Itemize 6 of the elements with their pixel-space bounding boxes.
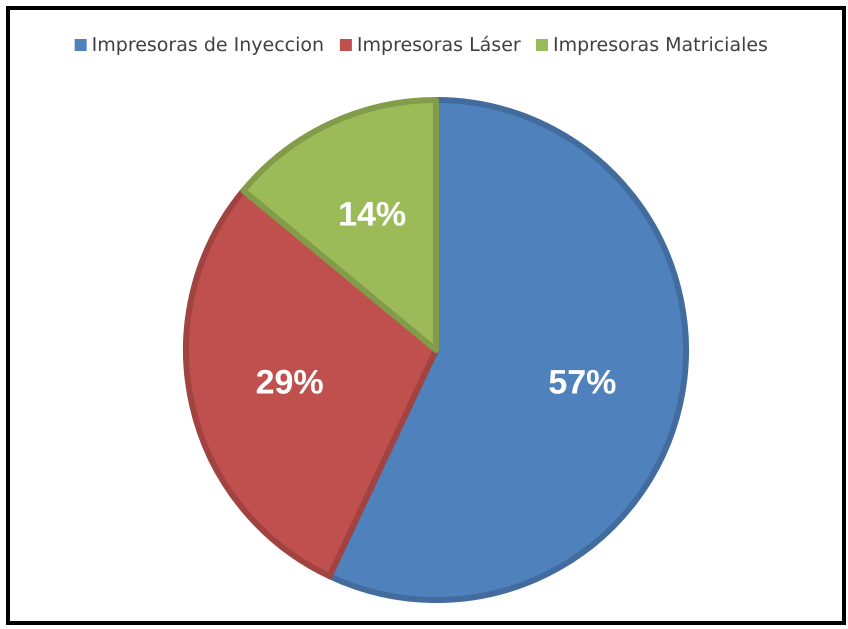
data-label: 29% — [256, 364, 324, 402]
legend-label: Impresoras Matriciales — [552, 34, 768, 56]
data-label: 14% — [338, 195, 406, 234]
data-label: 57% — [548, 364, 616, 402]
legend-label: Impresoras de Inyeccion — [92, 34, 324, 56]
legend-label: Impresoras Láser — [356, 34, 521, 56]
